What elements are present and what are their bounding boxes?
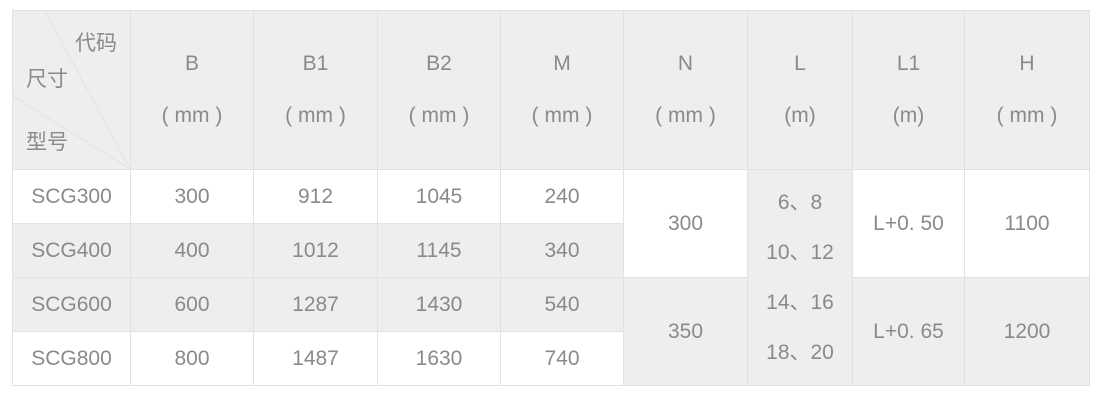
- col-name: L: [794, 52, 806, 75]
- col-unit: (m): [892, 104, 925, 127]
- col-header-h: H ( mm ): [964, 10, 1090, 170]
- col-header-m: M ( mm ): [500, 10, 624, 170]
- col-header-l: L (m): [747, 10, 853, 170]
- model-cell: SCG400: [12, 223, 131, 278]
- n-merged-cell-bottom: 350: [623, 277, 748, 386]
- col-header-n: N ( mm ): [623, 10, 748, 170]
- value-cell-b1: 1012: [253, 223, 378, 278]
- l-value-line: 14、16: [766, 290, 834, 314]
- l-value-line: 10、12: [766, 240, 834, 264]
- table-row-scg600: SCG600 600 1287 1430 540 350 L+0. 65 120…: [12, 277, 1090, 386]
- col-name: L1: [896, 52, 921, 75]
- table-row-scg800: SCG800 800 1487 1630 740: [12, 331, 1090, 386]
- model-cell: SCG800: [12, 331, 131, 386]
- col-name: N: [677, 52, 694, 75]
- value-cell-b1: 1487: [253, 331, 378, 386]
- col-header-b1: B1 ( mm ): [253, 10, 378, 170]
- diagonal-divider-lines: [13, 11, 130, 169]
- table-row-scg400: SCG400 400 1012 1145 340: [12, 223, 1090, 278]
- value-cell-b1: 912: [253, 169, 378, 224]
- col-unit: ( mm ): [996, 104, 1058, 127]
- corner-label-code: 代码: [75, 32, 117, 55]
- value-cell-b1: 1287: [253, 277, 378, 332]
- col-unit: ( mm ): [655, 104, 716, 127]
- spec-table: 代码 尺寸 型号 B ( mm ) B1 ( mm ) B2 ( mm ): [12, 10, 1090, 386]
- value-cell-m: 740: [500, 331, 624, 386]
- value-cell-m: 240: [500, 169, 624, 224]
- value-cell-b: 300: [130, 169, 254, 224]
- corner-label-model: 型号: [26, 131, 68, 154]
- table-row-scg300: SCG300 300 912 1045 240 300 6、8 10、12 14…: [12, 169, 1090, 386]
- model-cell: SCG600: [12, 277, 131, 332]
- value-cell-b2: 1145: [377, 223, 501, 278]
- col-name: B: [184, 52, 199, 75]
- col-header-b2: B2 ( mm ): [377, 10, 501, 170]
- col-unit: (m): [784, 104, 816, 127]
- value-cell-b: 600: [130, 277, 254, 332]
- l-merged-cell: 6、8 10、12 14、16 18、20: [747, 169, 853, 386]
- n-merged-cell-top: 300: [623, 169, 748, 278]
- value-cell-b: 400: [130, 223, 254, 278]
- corner-header-cell: 代码 尺寸 型号: [12, 10, 131, 170]
- col-name: H: [1019, 52, 1035, 75]
- model-cell: SCG300: [12, 169, 131, 224]
- value-cell-b2: 1630: [377, 331, 501, 386]
- l1-merged-cell-top: L+0. 50: [852, 169, 965, 278]
- l1-merged-cell-bottom: L+0. 65: [852, 277, 965, 386]
- value-cell-m: 540: [500, 277, 624, 332]
- value-cell-m: 340: [500, 223, 624, 278]
- value-cell-b: 800: [130, 331, 254, 386]
- value-cell-b2: 1430: [377, 277, 501, 332]
- header-row: 代码 尺寸 型号 B ( mm ) B1 ( mm ) B2 ( mm ): [12, 10, 1090, 170]
- col-unit: ( mm ): [161, 104, 223, 127]
- l-value-line: 18、20: [766, 340, 834, 364]
- col-name: B1: [302, 52, 329, 75]
- h-merged-cell-bottom: 1200: [964, 277, 1090, 386]
- col-name: B2: [426, 52, 452, 75]
- col-name: M: [553, 52, 571, 75]
- col-unit: ( mm ): [285, 104, 346, 127]
- col-unit: ( mm ): [531, 104, 593, 127]
- l-value-line: 6、8: [777, 190, 823, 214]
- corner-label-size: 尺寸: [26, 68, 68, 91]
- col-header-l1: L1 (m): [852, 10, 965, 170]
- col-unit: ( mm ): [408, 104, 470, 127]
- h-merged-cell-top: 1100: [964, 169, 1090, 278]
- value-cell-b2: 1045: [377, 169, 501, 224]
- col-header-b: B ( mm ): [130, 10, 254, 170]
